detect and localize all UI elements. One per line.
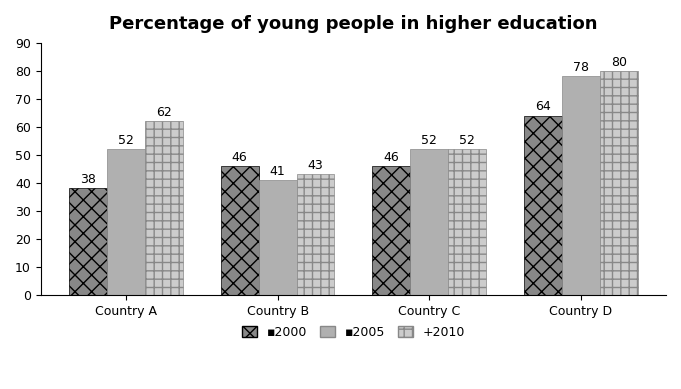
Bar: [562, 77, 600, 295]
Text: 80: 80: [611, 56, 627, 68]
Bar: [221, 166, 259, 295]
Bar: [145, 121, 183, 295]
Text: 78: 78: [573, 61, 589, 74]
Bar: [259, 180, 296, 295]
Bar: [107, 149, 145, 295]
Bar: [296, 175, 334, 295]
Bar: [524, 116, 562, 295]
Bar: [69, 189, 107, 295]
Text: 46: 46: [383, 151, 399, 164]
Bar: [448, 149, 486, 295]
Text: 52: 52: [422, 134, 437, 147]
Text: 52: 52: [118, 134, 134, 147]
Text: 43: 43: [308, 159, 323, 172]
Bar: [600, 71, 637, 295]
Text: 62: 62: [156, 106, 172, 119]
Text: 38: 38: [80, 173, 96, 186]
Text: 52: 52: [459, 134, 475, 147]
Legend: ▪2000, ▪2005, +2010: ▪2000, ▪2005, +2010: [237, 321, 470, 344]
Title: Percentage of young people in higher education: Percentage of young people in higher edu…: [109, 15, 598, 33]
Text: 64: 64: [535, 100, 551, 114]
Bar: [410, 149, 448, 295]
Bar: [373, 166, 410, 295]
Text: 46: 46: [232, 151, 248, 164]
Text: 41: 41: [270, 165, 285, 178]
